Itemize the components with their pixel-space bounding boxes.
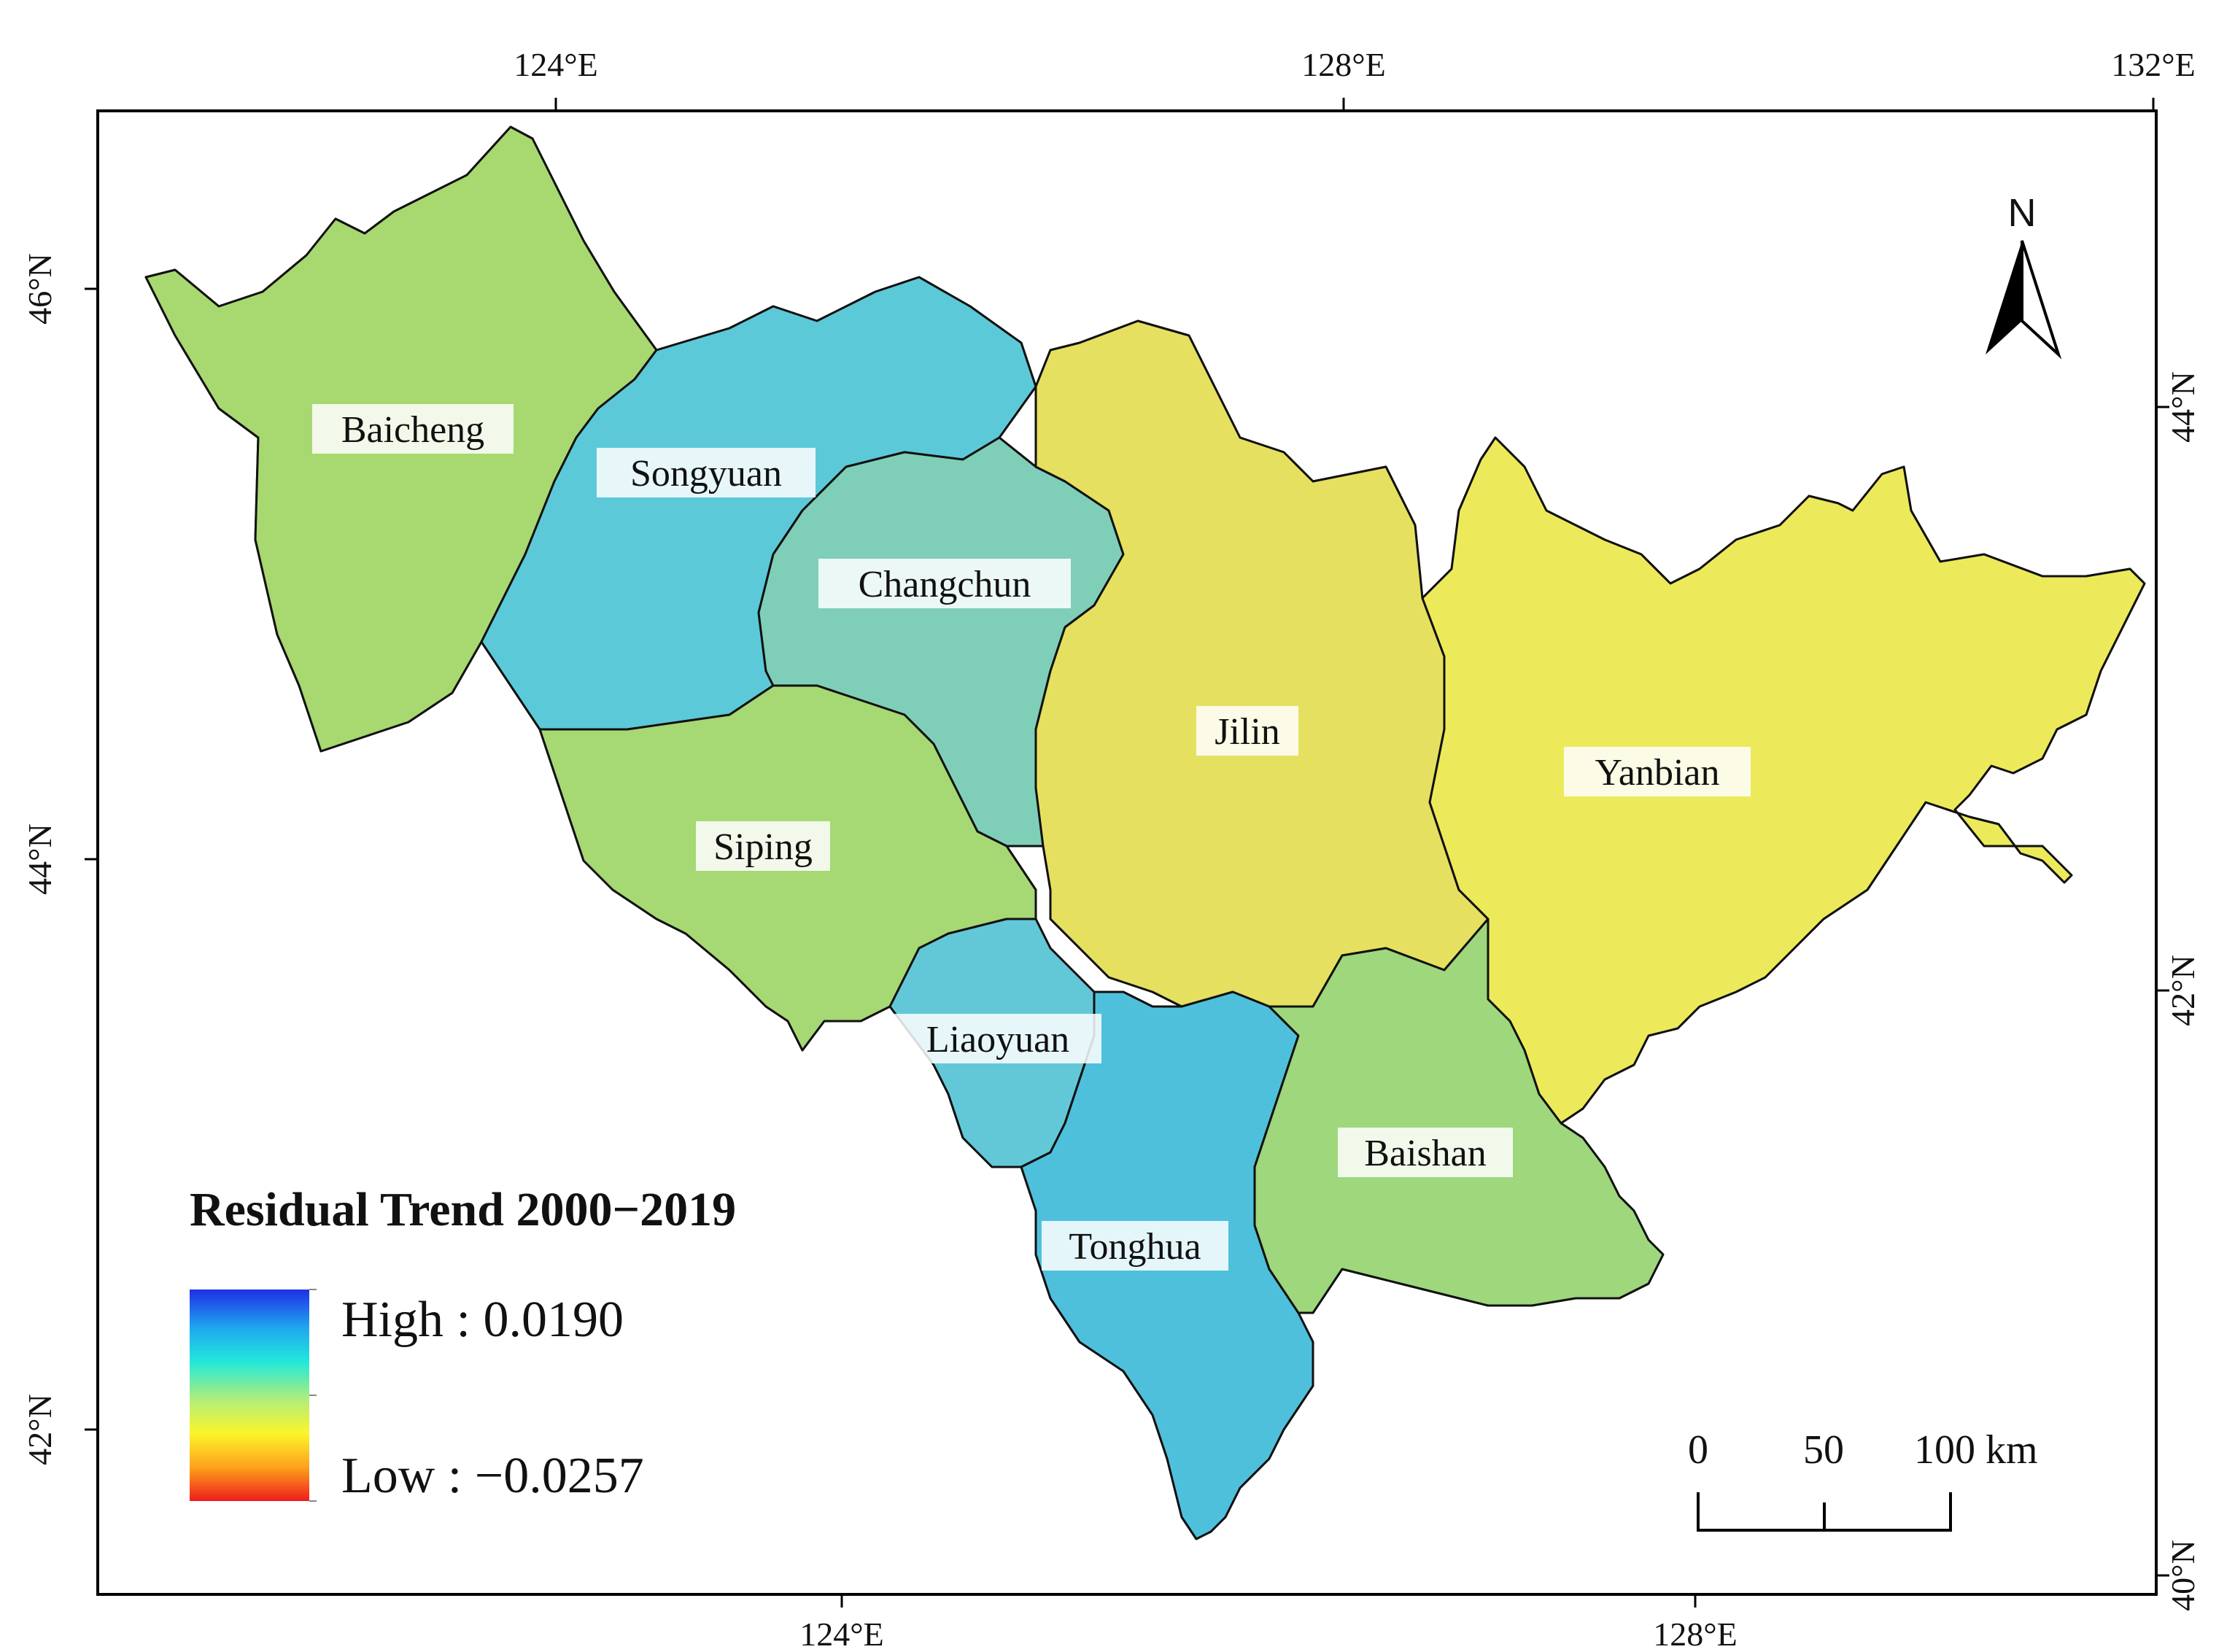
region-label-jilin: Jilin (1215, 711, 1280, 753)
lon-label-bottom-128: 128°E (1653, 1616, 1738, 1652)
lat-label-left-44: 44°N (21, 823, 58, 895)
legend-low-label: Low : −0.0257 (341, 1448, 644, 1504)
lat-label-right-44: 44°N (2164, 371, 2201, 443)
region-label-tonghua: Tonghua (1069, 1226, 1201, 1268)
scale-label-100: 100 km (1914, 1427, 2038, 1473)
label-bg-songyuan (597, 448, 816, 497)
region-label-siping: Siping (713, 826, 813, 868)
north-arrow-label: N (2008, 191, 2037, 235)
scale-label-0: 0 (1688, 1427, 1708, 1473)
label-bg-liaoyuan (894, 1014, 1101, 1063)
north-arrow-left-half (1986, 241, 2022, 354)
map-frame (96, 109, 2158, 1596)
region-label-liaoyuan: Liaoyuan (926, 1019, 1069, 1060)
label-bg-tonghua (1042, 1221, 1228, 1271)
region-label-baicheng: Baicheng (341, 409, 484, 451)
region-label-yanbian: Yanbian (1595, 752, 1720, 794)
region-labels: Baicheng Songyuan Changchun Jilin Yanbia… (312, 404, 1751, 1271)
legend: Residual Trend 2000−2019 High : 0.0190 L… (190, 1183, 736, 1504)
lat-label-left-46: 46°N (21, 253, 58, 325)
label-bg-jilin (1196, 706, 1298, 756)
lon-label-top-132: 132°E (2111, 46, 2196, 83)
label-bg-yanbian (1564, 747, 1751, 796)
north-arrow-right-half (2021, 240, 2062, 360)
region-label-baishan: Baishan (1364, 1133, 1487, 1174)
label-bg-siping (696, 821, 830, 871)
legend-color-ramp (190, 1290, 309, 1501)
lon-label-top-124: 124°E (514, 46, 598, 83)
region-label-changchun: Changchun (859, 564, 1031, 605)
lon-label-bottom-124: 124°E (799, 1616, 884, 1652)
scale-label-50: 50 (1803, 1427, 1844, 1473)
lat-label-left-42: 42°N (21, 1394, 58, 1465)
legend-high-label: High : 0.0190 (341, 1292, 624, 1348)
lat-label-right-42: 42°N (2164, 955, 2201, 1026)
lat-label-right-40: 40°N (2164, 1540, 2201, 1611)
region-label-songyuan: Songyuan (630, 453, 782, 495)
label-bg-baicheng (312, 404, 514, 454)
scale-bar: 0 50 100 km (1688, 1427, 2038, 1532)
lon-label-top-128: 128°E (1301, 46, 1386, 83)
legend-title: Residual Trend 2000−2019 (190, 1183, 736, 1236)
label-bg-changchun (818, 559, 1071, 608)
north-arrow: N (1986, 191, 2062, 360)
label-bg-baishan (1338, 1128, 1513, 1177)
